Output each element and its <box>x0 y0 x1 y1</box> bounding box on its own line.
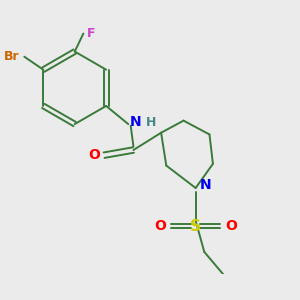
Text: Br: Br <box>4 50 19 63</box>
Text: N: N <box>130 116 142 129</box>
Text: H: H <box>146 116 156 129</box>
Text: S: S <box>190 218 201 233</box>
Text: O: O <box>154 219 166 233</box>
Text: F: F <box>87 27 95 40</box>
Text: N: N <box>200 178 212 192</box>
Text: O: O <box>88 148 100 162</box>
Text: O: O <box>225 219 237 233</box>
